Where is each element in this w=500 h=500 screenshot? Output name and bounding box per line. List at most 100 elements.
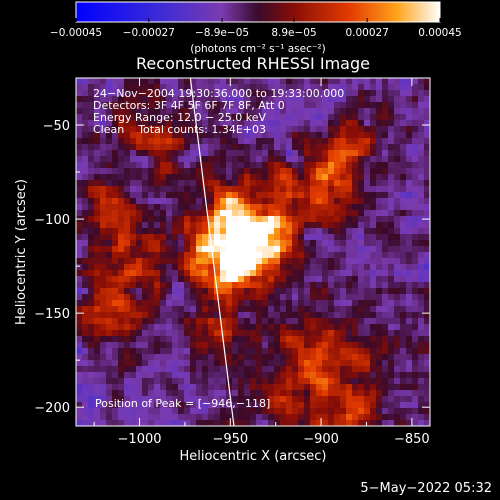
heatmap-cell — [256, 234, 263, 241]
heatmap-cell — [172, 144, 179, 151]
heatmap-cell — [244, 84, 251, 91]
heatmap-cell — [226, 234, 233, 241]
x-tick-label: −900 — [303, 432, 339, 447]
heatmap-cell — [238, 120, 245, 127]
heatmap-cell — [214, 120, 221, 127]
heatmap-cell — [220, 270, 227, 277]
heatmap-cell — [256, 210, 263, 217]
heatmap-cell — [376, 216, 383, 223]
heatmap-cell — [400, 306, 407, 313]
heatmap-cell — [142, 276, 149, 283]
heatmap-cell — [352, 408, 359, 415]
heatmap-cell — [346, 216, 353, 223]
heatmap-cell — [274, 96, 281, 103]
heatmap-cell — [274, 354, 281, 361]
heatmap-cell — [298, 324, 305, 331]
heatmap-cell — [76, 294, 83, 301]
heatmap-cell — [322, 390, 329, 397]
heatmap-cell — [394, 282, 401, 289]
heatmap-cell — [274, 174, 281, 181]
heatmap-cell — [298, 204, 305, 211]
heatmap-cell — [130, 132, 137, 139]
heatmap-cell — [268, 198, 275, 205]
heatmap-cell — [190, 168, 197, 175]
heatmap-cell — [124, 138, 131, 145]
heatmap-cell — [280, 312, 287, 319]
heatmap-cell — [382, 108, 389, 115]
heatmap-cell — [130, 120, 137, 127]
heatmap-cell — [244, 144, 251, 151]
heatmap-cell — [346, 318, 353, 325]
heatmap-cell — [340, 252, 347, 259]
heatmap-cell — [388, 246, 395, 253]
heatmap-cell — [262, 318, 269, 325]
heatmap-cell — [118, 414, 125, 421]
heatmap-cell — [76, 312, 83, 319]
heatmap-cell — [376, 108, 383, 115]
heatmap-cell — [400, 198, 407, 205]
heatmap-cell — [142, 150, 149, 157]
heatmap-cell — [208, 150, 215, 157]
heatmap-cell — [178, 342, 185, 349]
heatmap-cell — [238, 408, 245, 415]
heatmap-cell — [394, 168, 401, 175]
heatmap-cell — [244, 402, 251, 409]
heatmap-cell — [220, 276, 227, 283]
heatmap-cell — [418, 90, 425, 97]
heatmap-cell — [136, 390, 143, 397]
heatmap-cell — [412, 420, 419, 426]
heatmap-cell — [190, 264, 197, 271]
heatmap-cell — [214, 312, 221, 319]
heatmap-cell — [400, 138, 407, 145]
heatmap-cell — [328, 324, 335, 331]
heatmap-cell — [316, 294, 323, 301]
heatmap-cell — [310, 354, 317, 361]
heatmap-cell — [316, 174, 323, 181]
heatmap-cell — [280, 300, 287, 307]
heatmap-cell — [418, 186, 425, 193]
heatmap-cell — [124, 174, 131, 181]
heatmap-cell — [346, 198, 353, 205]
heatmap-cell — [370, 354, 377, 361]
heatmap-cell — [208, 114, 215, 121]
heatmap-cell — [124, 420, 131, 426]
heatmap-cell — [286, 318, 293, 325]
heatmap-cell — [316, 138, 323, 145]
heatmap-cell — [358, 330, 365, 337]
heatmap-cell — [100, 282, 107, 289]
heatmap-cell — [310, 420, 317, 426]
heatmap-cell — [226, 258, 233, 265]
heatmap-cell — [82, 144, 89, 151]
heatmap-cell — [418, 78, 425, 85]
heatmap-cell — [178, 354, 185, 361]
heatmap-cell — [400, 258, 407, 265]
heatmap-cell — [124, 84, 131, 91]
heatmap-cell — [280, 258, 287, 265]
heatmap-cell — [352, 312, 359, 319]
heatmap-cell — [316, 396, 323, 403]
heatmap-cell — [118, 120, 125, 127]
heatmap-cell — [232, 408, 239, 415]
heatmap-cell — [100, 84, 107, 91]
heatmap-cell — [220, 330, 227, 337]
heatmap-cell — [328, 114, 335, 121]
heatmap-cell — [82, 108, 89, 115]
heatmap-cell — [304, 306, 311, 313]
heatmap-cell — [322, 258, 329, 265]
heatmap-cell — [112, 270, 119, 277]
heatmap-cell — [316, 78, 323, 85]
heatmap-cell — [82, 396, 89, 403]
heatmap-cell — [226, 336, 233, 343]
heatmap-cell — [418, 294, 425, 301]
heatmap-cell — [274, 402, 281, 409]
heatmap-cell — [172, 324, 179, 331]
heatmap-cell — [346, 384, 353, 391]
heatmap-cell — [328, 168, 335, 175]
heatmap-cell — [364, 156, 371, 163]
heatmap-cell — [406, 258, 413, 265]
heatmap-cell — [172, 204, 179, 211]
heatmap-cell — [244, 288, 251, 295]
heatmap-cell — [244, 378, 251, 385]
heatmap-cell — [352, 348, 359, 355]
heatmap-cell — [286, 132, 293, 139]
